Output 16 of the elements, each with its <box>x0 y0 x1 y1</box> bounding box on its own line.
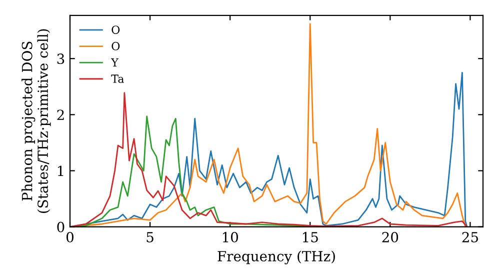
x-tick-label: 0 <box>66 232 74 242</box>
x-tick-label: 5 <box>146 232 154 242</box>
y-tick-label: 2 <box>57 110 64 120</box>
y-tick-label: 1 <box>58 166 64 176</box>
y-tick-label: 3 <box>57 54 64 64</box>
x-tick-label: 10 <box>222 232 238 242</box>
legend-label: Y <box>110 58 119 66</box>
x-tick-label: 25 <box>462 232 478 242</box>
legend-label: Ta <box>111 74 124 83</box>
x-tick-label: 15 <box>302 232 318 242</box>
legend-label: O <box>112 42 120 50</box>
legend-label: O <box>112 26 120 34</box>
y-tick-label: 0 <box>57 222 64 232</box>
x-axis-title: Frequency (THz) <box>218 250 335 264</box>
x-tick-label: 20 <box>382 232 398 242</box>
y-axis-title: Phonon projected DOS (States/THz·primitive cell) <box>22 29 51 213</box>
